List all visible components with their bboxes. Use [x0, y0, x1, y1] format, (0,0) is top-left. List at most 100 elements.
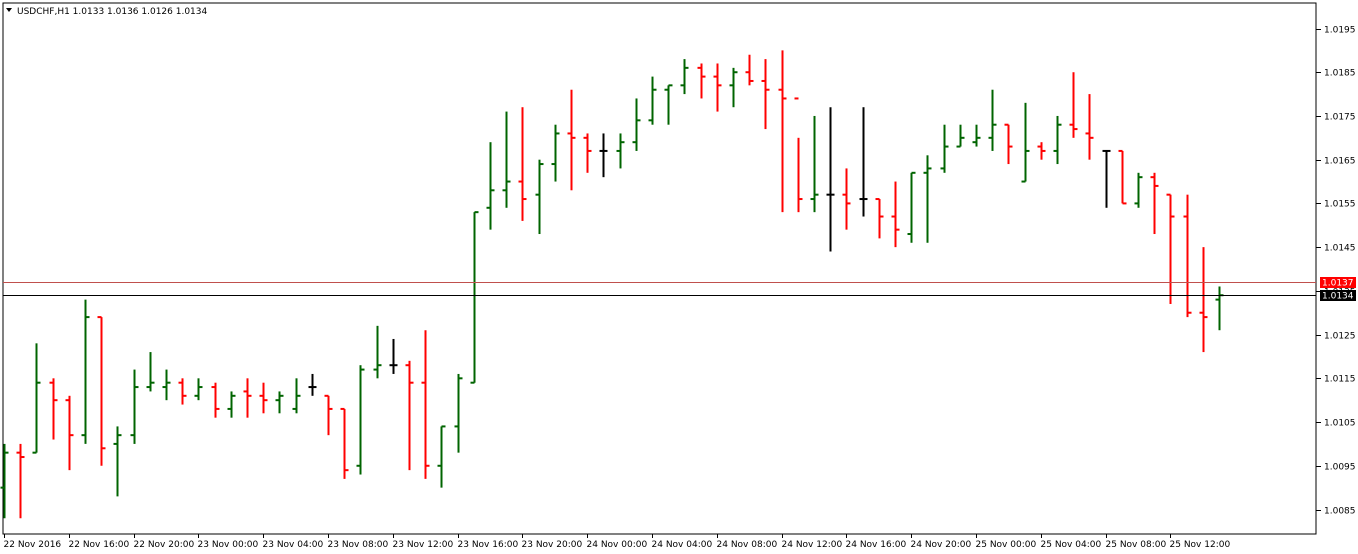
ohlc-bar: [632, 98, 641, 151]
x-axis-tick-label: 24 Nov 12:00: [782, 540, 843, 550]
ohlc-bar: [470, 211, 479, 384]
x-axis-tick-label: 23 Nov 20:00: [522, 540, 583, 550]
ohlc-bar: [713, 63, 722, 112]
ohlc-bar: [680, 59, 689, 95]
ohlc-bar: [907, 171, 916, 243]
y-axis-tick-label: 1.0185: [1324, 69, 1356, 79]
triangle-down-icon[interactable]: [6, 8, 12, 12]
ohlc-bar: [146, 352, 155, 392]
ohlc-bar: [243, 378, 252, 418]
ohlc-bar: [778, 50, 787, 213]
ohlc-bar: [130, 369, 139, 444]
ohlc-bar: [97, 316, 106, 466]
ask-price-tag-text: 1.0137: [1322, 279, 1354, 289]
x-axis-tick-label: 22 Nov 16:00: [69, 540, 130, 550]
ohlc-bar: [583, 133, 592, 173]
y-axis-tick-label: 1.0195: [1324, 26, 1356, 36]
bid-price-tag-text: 1.0134: [1322, 292, 1354, 302]
x-axis-tick-label: 22 Nov 2016: [4, 540, 62, 550]
x-axis-tick-label: 24 Nov 20:00: [911, 540, 972, 550]
ohlc-bar: [194, 378, 203, 401]
ohlc-bar: [567, 89, 576, 191]
ohlc-bar: [1037, 142, 1046, 160]
x-axis-tick-label: 24 Nov 16:00: [846, 540, 907, 550]
ohlc-bar: [324, 394, 333, 436]
ohlc-bar: [32, 343, 41, 454]
bars-layer: [0, 50, 1224, 519]
ohlc-bar: [405, 360, 414, 471]
y-axis-tick-label: 1.0095: [1324, 463, 1356, 473]
ohlc-bar: [486, 142, 495, 230]
ohlc-bar: [664, 84, 673, 125]
ohlc-bar: [535, 159, 544, 235]
y-axis-tick-label: 1.0105: [1324, 419, 1356, 429]
ohlc-bar: [1150, 172, 1159, 235]
ask-price-tag-background: [1320, 277, 1356, 288]
ohlc-bar: [940, 124, 949, 173]
ohlc-bar: [178, 378, 187, 405]
ohlc-bar: [1199, 247, 1208, 353]
y-axis: 1.0195 1.0185 1.0175 1.0165 1.0155 1.0145 1.01…: [1316, 26, 1356, 517]
chart-plot-area: [2, 2, 1317, 535]
ohlc-bar: [891, 181, 900, 248]
y-axis-tick-label: 1.0175: [1324, 113, 1356, 123]
ohlc-bar: [1134, 172, 1143, 208]
ohlc-bar: [292, 378, 301, 414]
y-axis-tick-label: 1.0145: [1324, 244, 1356, 254]
ohlc-bar: [1183, 194, 1192, 318]
ohlc-bar: [842, 168, 851, 230]
ohlc-bar: [648, 76, 657, 125]
ohlc-bar: [697, 63, 706, 99]
x-axis-tick-label: 25 Nov 08:00: [1106, 540, 1167, 550]
ohlc-bar: [1069, 72, 1078, 138]
ohlc-bar: [502, 111, 511, 208]
ohlc-bar: [162, 369, 171, 401]
ohlc-bar: [211, 382, 220, 418]
ohlc-bar: [616, 133, 625, 169]
ohlc-bar: [340, 407, 349, 479]
ohlc-bar: [956, 124, 965, 148]
x-axis-tick-label: 25 Nov 12:00: [1170, 540, 1231, 550]
ohlc-bar: [859, 107, 868, 217]
x-axis-tick-label: 24 Nov 00:00: [587, 540, 648, 550]
ohlc-bar: [275, 391, 284, 414]
ohlc-bar: [0, 443, 9, 519]
ohlc-bar: [551, 124, 560, 182]
x-axis-tick-label: 23 Nov 08:00: [328, 540, 389, 550]
ohlc-bar: [81, 299, 90, 444]
ohlc-bar: [1004, 123, 1013, 165]
ohlc-bar: [259, 382, 268, 414]
y-axis-tick-label: 1.0125: [1324, 332, 1356, 342]
ohlc-bar: [389, 338, 398, 374]
ohlc-bar: [454, 373, 463, 453]
symbol-info-label: USDCHF,H1 1.0133 1.0136 1.0126 1.0134: [17, 7, 207, 17]
ohlc-bar: [437, 425, 446, 488]
x-axis-tick-label: 22 Nov 20:00: [134, 540, 195, 550]
price-lines-layer: [3, 282, 1316, 296]
ohlc-bar: [49, 378, 58, 440]
ohlc-bar: [729, 67, 738, 108]
ohlc-bar: [1085, 94, 1094, 160]
x-axis-tick-label: 23 Nov 12:00: [393, 540, 454, 550]
ohlc-bar: [518, 107, 527, 221]
ohlc-bar: [65, 395, 74, 471]
x-axis: 22 Nov 2016 22 Nov 16:00 22 Nov 20:00 23 No…: [4, 534, 1231, 550]
ohlc-bar: [373, 325, 382, 379]
ohlc-bar: [1021, 102, 1030, 183]
bid-price-tag-background: [1320, 290, 1356, 301]
ohlc-bar: [113, 426, 122, 497]
ohlc-bar: [308, 373, 317, 396]
ohlc-bar: [875, 198, 884, 239]
ohlc-bar: [826, 107, 835, 252]
ohlc-bar: [356, 365, 365, 475]
y-axis-tick-label: 1.0085: [1324, 507, 1356, 517]
ask-price-tag: 1.0137: [1320, 277, 1356, 289]
ohlc-bar: [1166, 193, 1175, 304]
ohlc-bar: [599, 133, 608, 178]
x-axis-tick-label: 24 Nov 08:00: [717, 540, 778, 550]
ohlc-bar: [761, 59, 770, 130]
y-axis-tick-label: 1.0165: [1324, 157, 1356, 167]
ohlc-bar: [810, 115, 819, 213]
x-axis-tick-label: 23 Nov 00:00: [198, 540, 259, 550]
